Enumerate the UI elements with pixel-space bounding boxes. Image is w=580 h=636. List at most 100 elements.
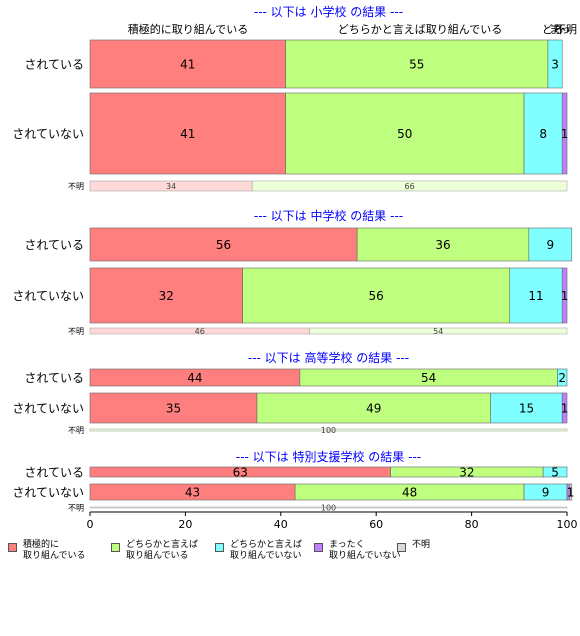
- row-label: されている: [24, 58, 84, 72]
- x-tick-label: 0: [87, 518, 94, 531]
- legend: 積極的に 取り組んでいる どちらかと言えば 取り組んでいる どちらかと言えば 取り組…: [8, 540, 578, 580]
- bar-segment: [528, 227, 573, 262]
- legend-label: まったく 取り組んでいない: [329, 540, 401, 561]
- data-label: 54: [421, 371, 436, 385]
- top-category-label: どち: [542, 23, 564, 36]
- data-label: 50: [397, 127, 412, 141]
- data-label: 54: [433, 327, 443, 336]
- legend-item: どちらかと言えば 取り組んでいる: [111, 540, 198, 562]
- data-label: 5: [551, 466, 559, 480]
- bar-segment: [89, 392, 258, 424]
- top-category-label: 積極的に取り組んでいる: [128, 22, 248, 36]
- data-label: 56: [216, 238, 231, 252]
- data-label: 35: [166, 402, 181, 416]
- legend-item: 不明: [397, 540, 430, 552]
- panel-title: --- 以下は 中学校 の結果 ---: [254, 208, 403, 223]
- bar-segment: [89, 267, 243, 324]
- bar-segment: [242, 267, 511, 324]
- bar-segment: [523, 92, 563, 175]
- x-tick-label: 80: [465, 518, 479, 531]
- data-label: 15: [519, 402, 534, 416]
- x-tick-label: 100: [557, 518, 578, 531]
- bar-segment: [89, 506, 568, 509]
- bar-segment: [561, 392, 568, 424]
- legend-swatch: [215, 543, 224, 552]
- row-label: されている: [24, 238, 84, 252]
- bar-segment: [542, 466, 568, 478]
- row-label: されている: [24, 466, 84, 480]
- panel-title: --- 以下は 特別支援学校 の結果 ---: [236, 449, 421, 464]
- bar-segment: [89, 39, 286, 89]
- row-label: 不明: [68, 426, 84, 435]
- data-label: 1: [561, 402, 569, 416]
- row-label: されていない: [12, 486, 84, 500]
- bar-segment: [490, 392, 563, 424]
- bar-segment: [557, 368, 568, 387]
- row-label: されている: [24, 371, 84, 385]
- data-label: 100: [321, 504, 336, 513]
- data-label: 1: [561, 289, 569, 303]
- top-category-label: どちらかと言えば取り組んでいる: [338, 23, 502, 36]
- bar-segment: [256, 392, 491, 424]
- data-label: 56: [369, 289, 384, 303]
- data-label: 36: [435, 238, 450, 252]
- legend-item: まったく 取り組んでいない: [314, 540, 401, 562]
- data-label: 48: [402, 486, 417, 500]
- x-tick-label: 20: [178, 518, 192, 531]
- x-tick-label: 40: [274, 518, 288, 531]
- bar-segment: [89, 428, 568, 432]
- panel-title: --- 以下は 小学校 の結果 ---: [254, 4, 403, 19]
- stacked-bar-chart: --- 以下は 小学校 の結果 --- 積極的に取り組んでいる どちらかと言えば取り…: [12, 4, 578, 531]
- data-label: 43: [185, 486, 200, 500]
- data-label: 32: [459, 466, 474, 480]
- row-label: 不明: [68, 327, 84, 336]
- row-label: されていない: [12, 127, 84, 141]
- row-label: 不明: [68, 182, 84, 191]
- bar-segment: [509, 267, 563, 324]
- data-label: 66: [404, 182, 414, 191]
- legend-label: どちらかと言えば 取り組んでいない: [230, 540, 303, 561]
- legend-swatch: [111, 543, 120, 552]
- legend-item: どちらかと言えば 取り組んでいない: [215, 540, 302, 562]
- data-label: 41: [180, 127, 195, 141]
- row-label: されていない: [12, 289, 84, 303]
- top-category-label: 不明: [555, 23, 577, 36]
- bar-segment: [561, 92, 568, 175]
- top-category-label: まっ: [549, 23, 571, 36]
- legend-label: 不明: [412, 540, 431, 550]
- bar-segment: [356, 227, 530, 262]
- data-label: 100: [321, 426, 336, 435]
- data-label: 8: [539, 127, 547, 141]
- legend-swatch: [314, 543, 323, 552]
- data-label: 41: [180, 58, 195, 72]
- data-label: 63: [233, 466, 248, 480]
- bar-segment: [561, 267, 568, 324]
- bar-segment: [309, 327, 568, 335]
- bar-segment: [89, 92, 286, 175]
- data-label: 3: [551, 58, 559, 72]
- data-label: 1: [567, 486, 575, 500]
- data-label: 44: [187, 371, 202, 385]
- data-label: 9: [542, 486, 550, 500]
- x-tick-label: 60: [369, 518, 383, 531]
- legend-item: 積極的に 取り組んでいる: [8, 540, 86, 562]
- legend-swatch: [397, 543, 406, 552]
- data-label: 34: [166, 182, 176, 191]
- data-label: 11: [528, 289, 543, 303]
- legend-label: 積極的に 取り組んでいる: [23, 540, 86, 561]
- data-label: 55: [409, 58, 424, 72]
- data-label: 2: [558, 371, 566, 385]
- bar-segment: [547, 39, 563, 89]
- legend-label: どちらかと言えば 取り組んでいる: [126, 540, 199, 561]
- panel-title: --- 以下は 高等学校 の結果 ---: [248, 350, 409, 365]
- data-label: 32: [159, 289, 174, 303]
- legend-swatch: [8, 543, 17, 552]
- bar-segment: [251, 180, 568, 192]
- row-label: 不明: [68, 504, 84, 513]
- row-label: されていない: [12, 402, 84, 416]
- bar-segment: [569, 483, 573, 501]
- data-label: 46: [195, 327, 205, 336]
- data-label: 49: [366, 402, 381, 416]
- data-label: 1: [561, 127, 569, 141]
